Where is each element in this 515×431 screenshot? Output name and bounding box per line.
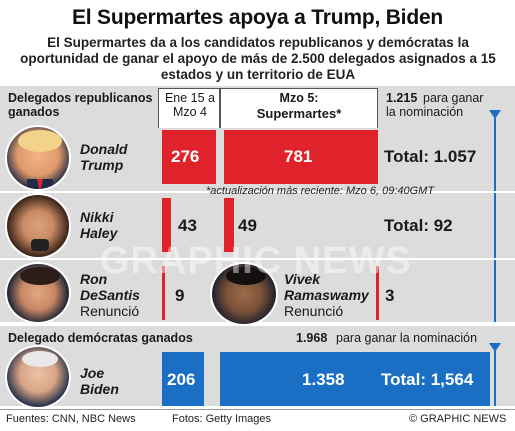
desantis-last-name: DeSantis bbox=[80, 287, 140, 303]
haley-bar-super bbox=[224, 198, 234, 252]
biden-last-name: Biden bbox=[80, 381, 119, 397]
ramaswamy-status: Renunció bbox=[284, 303, 344, 319]
col1-header-box bbox=[158, 88, 220, 128]
haley-total: Total: 92 bbox=[384, 216, 453, 235]
desantis-photo bbox=[5, 262, 71, 324]
republican-goal-number: 1.215 bbox=[386, 91, 418, 105]
republican-header-label: Delegados republicanos ganados bbox=[8, 91, 153, 119]
republican-goal-arrow bbox=[489, 110, 501, 119]
desantis-first-name: Ron bbox=[80, 271, 108, 287]
biden-before-value: 206 bbox=[167, 370, 196, 389]
haley-super-value: 49 bbox=[238, 216, 257, 235]
col1-header: Ene 15 a Mzo 4 bbox=[164, 91, 216, 119]
republican-goal-text: para ganar la nominación bbox=[386, 91, 484, 119]
desantis-bar bbox=[162, 266, 165, 320]
haley-first-name: Nikki bbox=[80, 209, 114, 225]
haley-before-value: 43 bbox=[178, 216, 197, 235]
ramaswamy-portrait-icon bbox=[226, 267, 266, 285]
biden-photo bbox=[5, 345, 71, 409]
desantis-portrait-icon bbox=[20, 267, 60, 285]
trump-first-name: Donald bbox=[80, 141, 128, 157]
trump-bar-before bbox=[162, 130, 216, 184]
trump-total: Total: 1.057 bbox=[384, 147, 477, 166]
ramaswamy-photo bbox=[210, 262, 278, 326]
photos-credit: Fotos: Getty Images bbox=[172, 413, 272, 425]
desantis-value: 9 bbox=[175, 286, 185, 305]
desantis-status: Renunció bbox=[80, 303, 140, 319]
democrat-goal-number: 1.968 bbox=[296, 331, 328, 345]
trump-bar-super bbox=[224, 130, 378, 184]
biden-super-value: 1.358 bbox=[302, 370, 345, 389]
graphic-news-credit: © GRAPHIC NEWS bbox=[409, 413, 507, 425]
update-note: *actualización más reciente: Mzo 6, 09:4… bbox=[206, 185, 435, 197]
haley-photo bbox=[5, 193, 71, 259]
col2-header-line2: Supermartes* bbox=[256, 106, 342, 121]
biden-bar-before bbox=[162, 352, 204, 406]
trump-before-value: 276 bbox=[171, 147, 200, 166]
subtitle: El Supermartes da a los candidatos repub… bbox=[20, 35, 496, 82]
democrat-header-label: Delegado demócratas ganados bbox=[8, 331, 193, 345]
trump-portrait-icon bbox=[18, 130, 62, 189]
republican-goal-line bbox=[494, 118, 496, 322]
biden-portrait-icon bbox=[22, 351, 58, 367]
haley-portrait-icon bbox=[31, 239, 49, 251]
trump-photo bbox=[5, 125, 71, 191]
col2-header-box bbox=[220, 88, 378, 128]
biden-first-name: Joe bbox=[80, 365, 105, 381]
trump-last-name: Trump bbox=[80, 157, 124, 173]
haley-bar-before bbox=[162, 198, 171, 252]
ramaswamy-first-name: Vivek bbox=[284, 271, 321, 287]
ramaswamy-value: 3 bbox=[385, 286, 395, 305]
page-title: El Supermartes apoya a Trump, Biden bbox=[71, 6, 444, 29]
col2-header-line1: Mzo 5: bbox=[279, 91, 319, 105]
biden-total: Total: 1,564 bbox=[381, 370, 474, 389]
ramaswamy-bar bbox=[376, 266, 379, 320]
row-separator bbox=[0, 191, 515, 193]
sources-credit: Fuentes: CNN, NBC News bbox=[6, 413, 136, 425]
democrat-goal-line bbox=[494, 351, 496, 406]
trump-super-value: 781 bbox=[284, 147, 313, 166]
biden-bar-super bbox=[220, 352, 490, 406]
democrat-goal-text: para ganar la nominación bbox=[336, 331, 478, 345]
footer-rule bbox=[0, 409, 515, 410]
haley-last-name: Haley bbox=[80, 225, 118, 241]
democrat-goal-arrow bbox=[489, 343, 501, 352]
row-separator bbox=[0, 258, 515, 260]
ramaswamy-last-name: Ramaswamy bbox=[284, 287, 369, 303]
